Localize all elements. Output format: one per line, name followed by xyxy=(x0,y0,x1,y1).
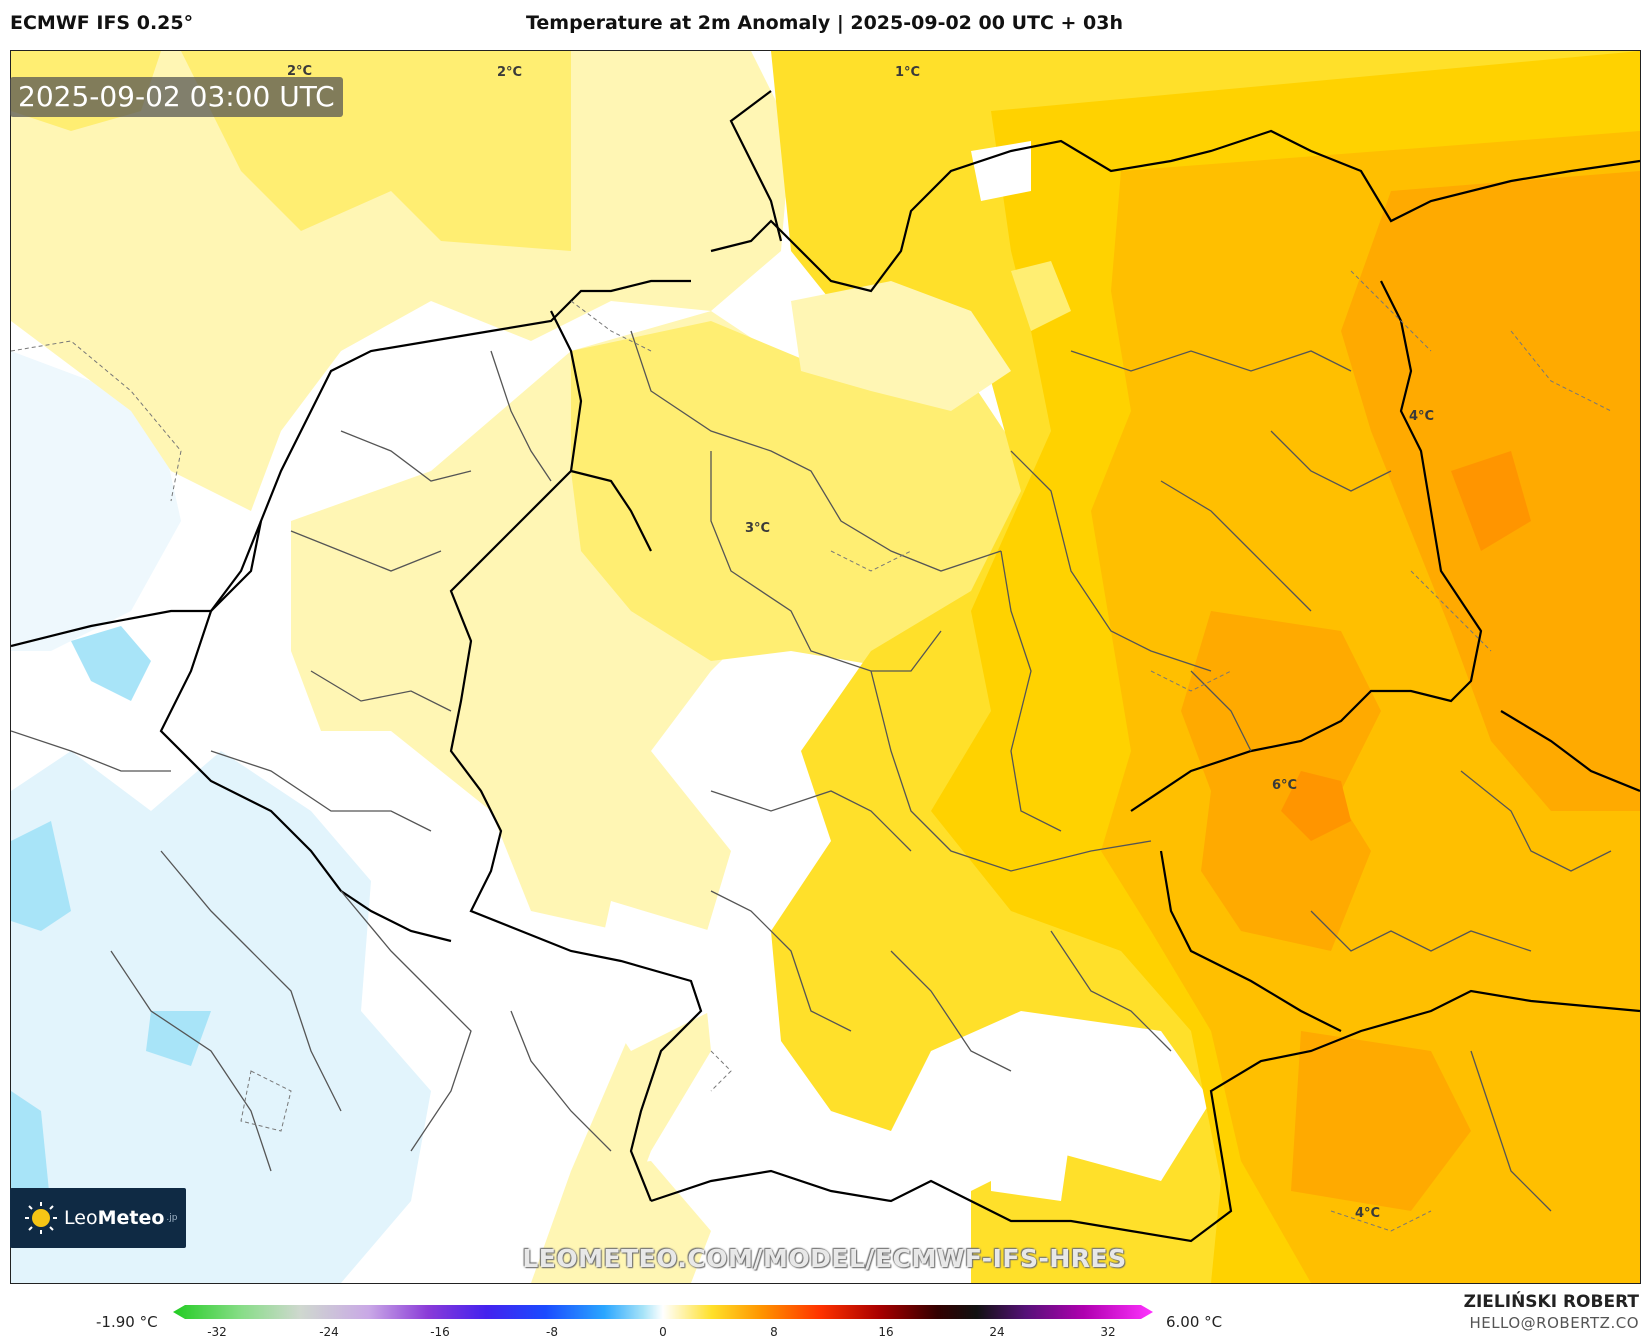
contour-label: 3°C xyxy=(745,521,771,536)
contour-label: 4°C xyxy=(1355,1206,1381,1221)
colorbar-tick: 16 xyxy=(878,1325,894,1339)
contour-label: 1°C xyxy=(895,65,921,80)
leometeo-logo[interactable]: LeoMeteo .jp xyxy=(10,1188,186,1248)
logo-text: LeoMeteo xyxy=(64,1207,165,1229)
model-name: ECMWF IFS 0.25° xyxy=(10,12,194,34)
colorbar-tick: -16 xyxy=(430,1325,450,1339)
contour-label: 4°C xyxy=(1409,409,1435,424)
colorbar-tick: 0 xyxy=(659,1325,667,1339)
temperature-field xyxy=(11,51,1640,1283)
colorbar-tick: -24 xyxy=(319,1325,339,1339)
contour-label: 6°C xyxy=(1272,778,1298,793)
sun-icon xyxy=(24,1201,58,1235)
colorbar-tick: -8 xyxy=(546,1325,558,1339)
colorbar-tick: -32 xyxy=(207,1325,227,1339)
logo-suffix: .jp xyxy=(166,1213,178,1223)
map-title: Temperature at 2m Anomaly | 2025-09-02 0… xyxy=(525,12,1124,34)
map-canvas[interactable]: 2°C 2°C 1°C 3°C 4°C 6°C 4°C xyxy=(10,50,1641,1284)
colorbar-tick: 32 xyxy=(1100,1325,1116,1339)
colorbar-min-label: -1.90 °C xyxy=(96,1313,158,1331)
author-email[interactable]: HELLO@ROBERTZ.CO xyxy=(1469,1314,1639,1332)
colorbar-tick: 24 xyxy=(989,1325,1005,1339)
colorbar-tick: 8 xyxy=(770,1325,778,1339)
colorbar-max-label: 6.00 °C xyxy=(1166,1313,1223,1331)
watermark-url: LEOMETEO.COM/MODEL/ECMWF-IFS-HRES xyxy=(522,1244,1127,1273)
colorbar xyxy=(173,1305,1153,1319)
author-name: ZIELIŃSKI ROBERT xyxy=(1463,1292,1639,1312)
contour-label: 2°C xyxy=(287,64,313,79)
valid-time-badge: 2025-09-02 03:00 UTC xyxy=(10,77,343,117)
contour-label: 2°C xyxy=(497,65,523,80)
